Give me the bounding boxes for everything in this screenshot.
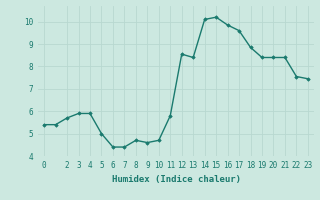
X-axis label: Humidex (Indice chaleur): Humidex (Indice chaleur) [111, 175, 241, 184]
